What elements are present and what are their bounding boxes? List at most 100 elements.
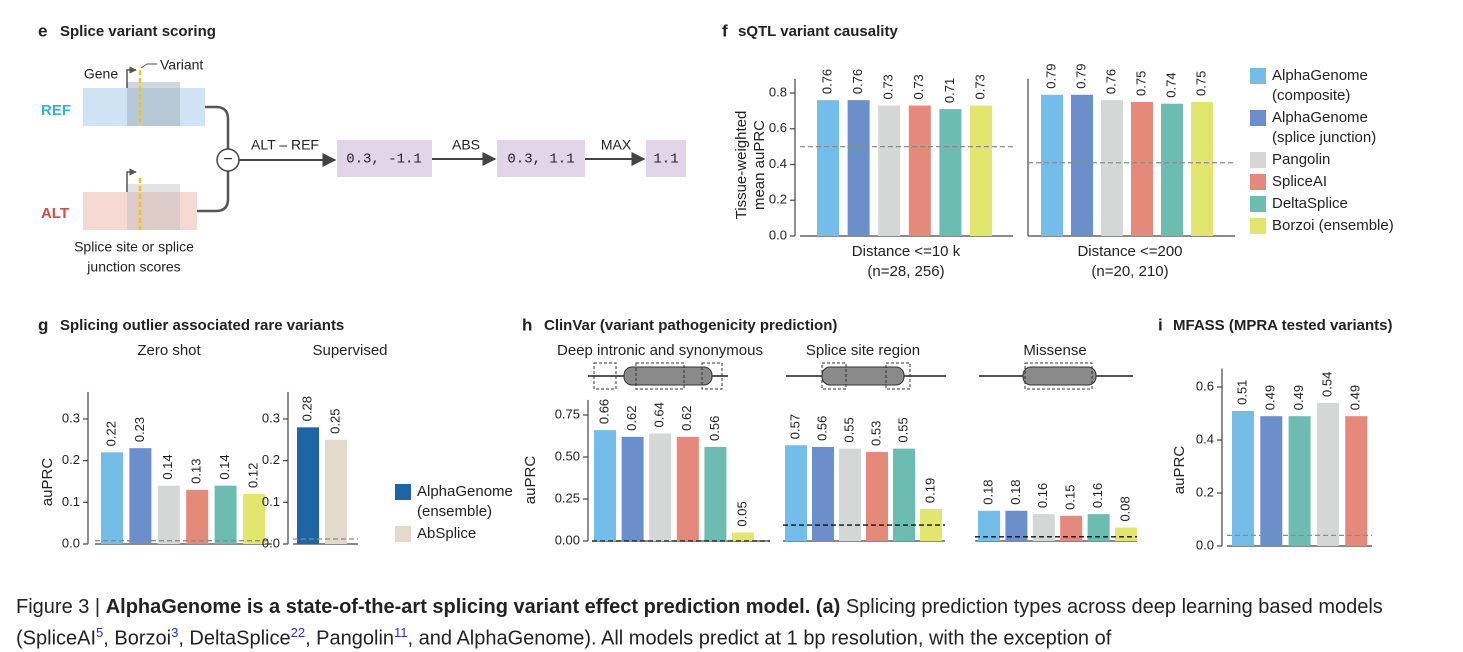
legend-label: AlphaGenome (splice junction) — [1272, 109, 1377, 146]
bar — [1161, 103, 1183, 236]
value-label: 0.73 — [881, 74, 896, 99]
panel-label: e — [38, 21, 47, 40]
legend: AlphaGenome (composite) AlphaGenome (spli… — [1250, 66, 1400, 238]
legend-item: AlphaGenome (ensemble) — [395, 482, 515, 522]
legend-swatch — [1250, 68, 1266, 84]
legend-swatch — [395, 526, 411, 542]
value-label: 0.18 — [980, 479, 995, 504]
value-label: 0.62 — [679, 406, 694, 431]
variant-label: Variant — [160, 57, 203, 73]
bar — [704, 446, 727, 541]
value-label: 0.55 — [841, 417, 856, 442]
value-label: 0.76 — [819, 69, 834, 94]
bar — [1191, 101, 1213, 236]
value-label: 0.16 — [1035, 483, 1050, 508]
bar — [839, 448, 861, 541]
bar — [970, 105, 992, 236]
legend-swatch — [1250, 174, 1266, 190]
page: e Splice variant scoring Gene Variant RE… — [16, 21, 1400, 650]
bar — [1131, 101, 1153, 236]
bar — [878, 105, 901, 236]
bar — [325, 439, 347, 544]
bar — [1041, 94, 1063, 236]
bar — [978, 510, 1000, 541]
bar — [129, 448, 152, 544]
value-label: 0.05 — [734, 501, 749, 526]
gene-label: Gene — [84, 66, 118, 82]
bar — [1260, 416, 1283, 546]
value-label: 0.62 — [624, 406, 639, 431]
reference[interactable]: 3 — [171, 625, 179, 640]
panel-label: f — [722, 21, 728, 40]
operator: − — [223, 151, 232, 168]
y-tick-label: 0.00 — [555, 532, 580, 547]
caption-label: Figure 3 | — [16, 596, 101, 618]
step-label: ALT – REF — [251, 137, 319, 153]
region-box — [885, 362, 911, 390]
step-box — [337, 140, 432, 177]
bar — [594, 430, 616, 541]
figure: e Splice variant scoring Gene Variant RE… — [38, 21, 1393, 552]
subtitle: Supervised — [312, 342, 387, 359]
legend-swatch — [1250, 196, 1266, 212]
legend-item: Borzoi (ensemble) — [1250, 216, 1400, 236]
tss-arrow — [126, 168, 137, 192]
legend-label: AlphaGenome (composite) — [1272, 67, 1368, 104]
legend-label: SpliceAI — [1272, 173, 1328, 190]
region-box — [821, 362, 847, 390]
value-label: 0.56 — [814, 416, 829, 441]
step-label: MAX — [601, 137, 632, 153]
step-label: ABS — [452, 137, 480, 153]
bar — [1288, 416, 1311, 546]
legend-label: AbSplice — [417, 525, 477, 542]
bar — [1345, 416, 1368, 546]
legend-label: DeltaSplice — [1272, 195, 1348, 212]
y-tick-label: 0.0 — [262, 535, 280, 550]
alt-gene — [127, 184, 180, 230]
value-label: 0.76 — [850, 69, 865, 94]
tss-arrow — [126, 66, 137, 88]
bar — [1032, 514, 1055, 541]
bar — [939, 109, 962, 236]
bar — [1115, 527, 1137, 541]
subtitle: Deep intronic and synonymous — [557, 342, 763, 359]
reference[interactable]: 22 — [290, 625, 306, 640]
value-label: 0.79 — [1043, 63, 1058, 88]
legend-item: DeltaSplice — [1250, 194, 1400, 214]
value-label: 0.57 — [787, 414, 802, 439]
step-output: 0.3, 1.1 — [507, 152, 574, 168]
bar — [732, 532, 754, 541]
y-tick-label: 0.75 — [555, 406, 580, 421]
step-box — [646, 140, 686, 177]
value-label: 0.49 — [1348, 385, 1363, 410]
value-label: 0.23 — [132, 417, 147, 442]
y-tick-label: 0.6 — [769, 120, 787, 135]
value-label: 0.73 — [972, 74, 987, 99]
value-label: 0.74 — [1163, 72, 1178, 97]
y-tick-label: 0.3 — [262, 410, 280, 425]
bar — [866, 451, 888, 541]
y-tick-label: 0.50 — [555, 448, 580, 463]
bar — [297, 427, 319, 544]
value-label: 0.49 — [1263, 385, 1278, 410]
legend-swatch — [1250, 110, 1266, 126]
step-output: 0.3, -1.1 — [346, 152, 422, 168]
region-box — [593, 362, 617, 390]
exon — [623, 366, 713, 386]
y-tick-label: 0.6 — [1196, 378, 1214, 393]
legend-label: Borzoi (ensemble) — [1272, 217, 1394, 234]
value-label: 0.15 — [1063, 484, 1078, 509]
bar — [243, 493, 265, 544]
value-label: 0.51 — [1234, 380, 1249, 405]
panel-title: sQTL variant causality — [738, 23, 898, 40]
legend-item: SpliceAI — [1250, 172, 1400, 192]
ref-gene — [127, 82, 180, 126]
value-label: 0.55 — [895, 417, 910, 442]
reference[interactable]: 11 — [394, 625, 408, 640]
panel-label: g — [38, 315, 48, 334]
legend-item: AlphaGenome (splice junction) — [1250, 108, 1400, 148]
reference[interactable]: 5 — [96, 625, 104, 640]
legend-swatch — [1250, 152, 1266, 168]
value-label: 0.64 — [652, 402, 667, 427]
bar — [785, 445, 807, 541]
